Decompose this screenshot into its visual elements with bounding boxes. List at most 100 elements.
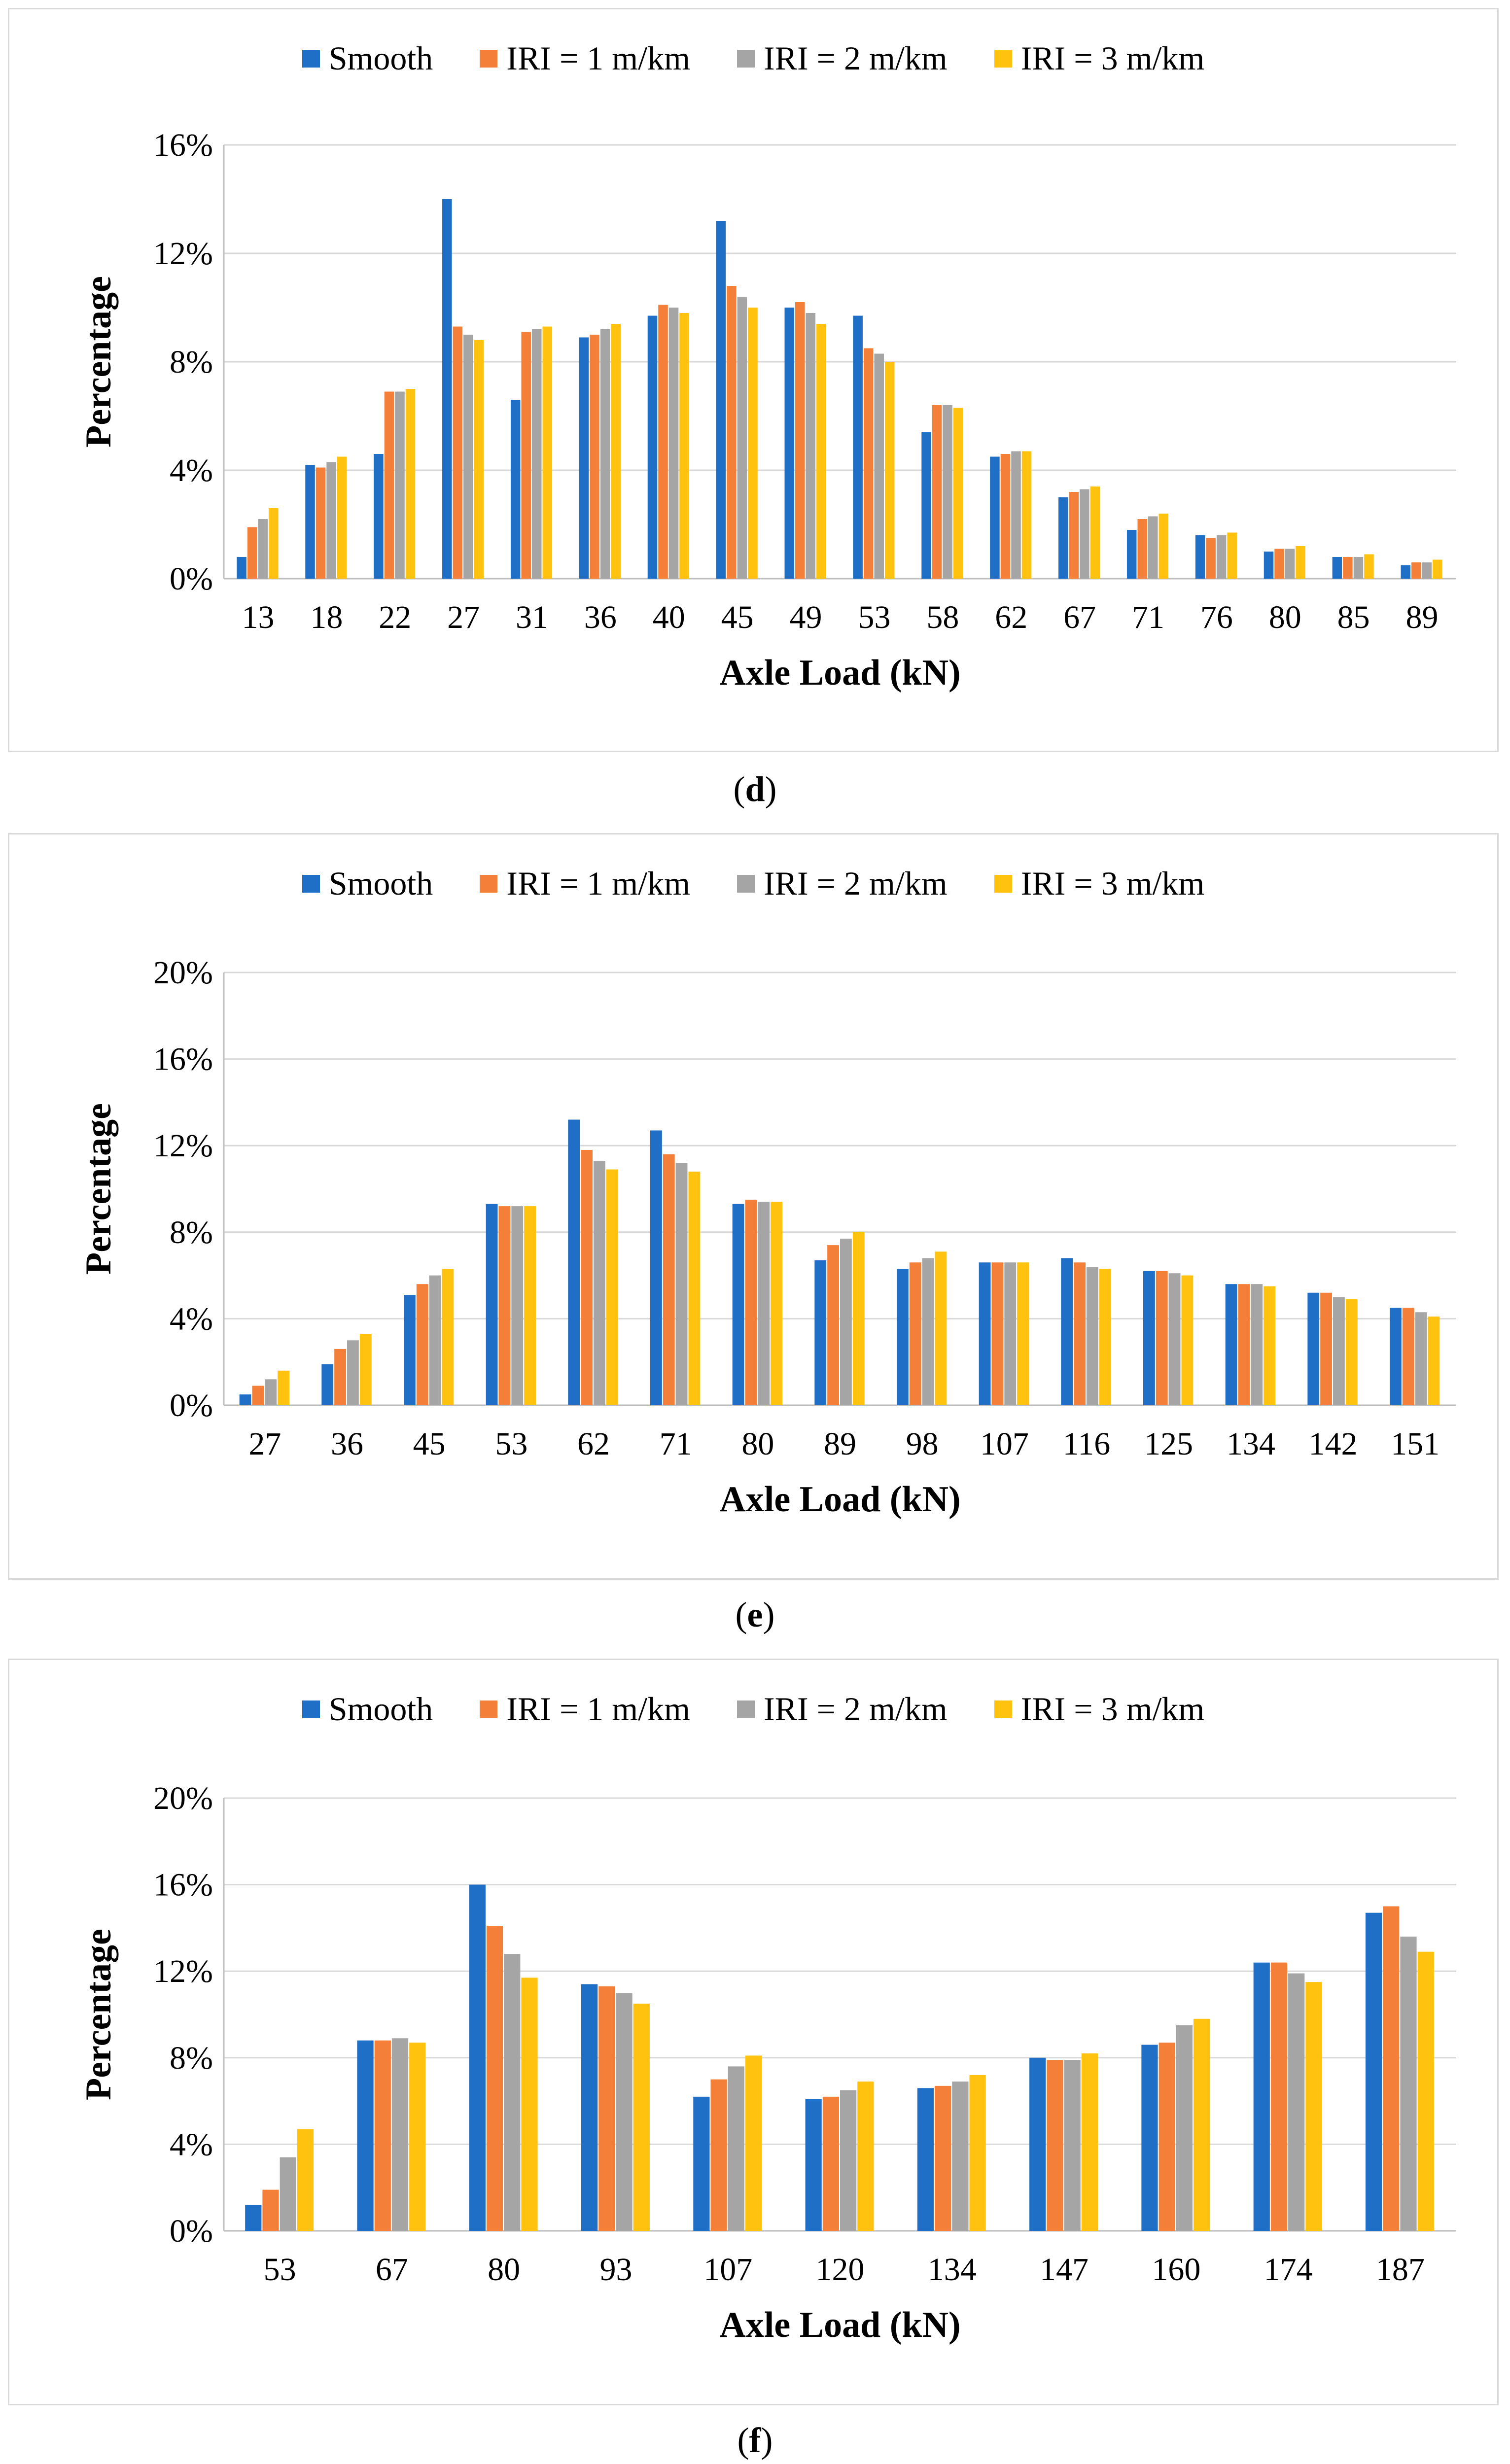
bar [278,1370,289,1405]
y-tick-label: 0% [170,561,213,597]
bar [935,1251,947,1405]
bar [745,2055,762,2231]
x-tick-label: 40 [653,599,685,635]
bar [1353,557,1364,579]
bar [391,2038,409,2231]
x-tick-label: 13 [242,599,274,635]
legend-label: IRI = 2 m/km [763,1690,948,1728]
x-tick-label: 18 [310,599,343,635]
y-tick-label: 12% [153,1128,213,1164]
bar [453,326,463,579]
bar [852,1232,865,1405]
bar [542,326,553,579]
y-tick-label: 12% [153,236,213,272]
x-tick-label: 80 [1269,599,1301,635]
bar [316,467,326,579]
y-axis-title: Percentage [78,276,119,448]
x-tick-label: 53 [264,2252,296,2288]
bar [404,1295,416,1405]
x-tick-label: 31 [516,599,548,635]
bar [1176,2025,1193,2231]
bar [247,527,257,579]
x-tick-label: 120 [816,2252,865,2288]
y-tick-label: 8% [170,1215,213,1250]
bar [1400,1936,1417,2231]
bar [606,1169,618,1405]
bar [771,1202,782,1405]
bar [633,2004,650,2231]
bar [416,1284,428,1405]
bar [822,2096,839,2231]
bar [1288,1973,1305,2231]
legend-item-iri2: IRI = 2 m/km [737,1690,948,1729]
bar [647,315,658,579]
bar [1080,489,1089,579]
bar [1296,546,1305,579]
bar [510,400,521,579]
bar [1365,1912,1382,2231]
x-axis-title: Axle Load (kN) [719,2305,960,2345]
legend-swatch-iri1 [480,1700,498,1718]
bar [727,286,737,579]
chart-panel-e: Smooth IRI = 1 m/km IRI = 2 m/km IRI = 3… [8,833,1499,1580]
legend-item-smooth: Smooth [302,864,433,903]
bar [1364,554,1374,579]
bar [922,1258,934,1405]
x-tick-label: 58 [926,599,959,635]
bar [745,1199,757,1405]
bar [1017,1262,1029,1405]
chart-panel-f: Smooth IRI = 1 m/km IRI = 2 m/km IRI = 3… [8,1659,1499,2405]
x-tick-label: 27 [447,599,480,635]
x-tick-label: 125 [1144,1426,1193,1462]
legend-label: Smooth [328,865,433,902]
bar [524,1206,536,1405]
bar [334,1349,346,1405]
bar [469,1884,486,2231]
x-tick-label: 142 [1309,1426,1358,1462]
bar [616,1993,632,2231]
bar [405,389,416,579]
bar [239,1394,251,1405]
legend-label: Smooth [328,1690,433,1728]
bar [498,1206,511,1405]
bar [943,405,952,579]
bar [1168,1273,1181,1405]
bar [921,432,931,579]
bar [1305,1982,1322,2231]
bar [395,391,405,579]
bar [347,1340,359,1405]
bar [979,1262,991,1405]
bar [1428,1317,1440,1405]
bar [1274,549,1284,579]
x-axis-title: Axle Load (kN) [719,1479,960,1520]
bar [590,335,599,579]
legend-item-iri1: IRI = 1 m/km [480,39,690,78]
bar [1270,1962,1288,2231]
bar [265,1379,277,1405]
x-tick-label: 67 [1063,599,1096,635]
bar [1333,1297,1345,1405]
bar [1194,2018,1210,2231]
y-tick-label: 12% [153,1953,213,1989]
bar [732,1204,744,1405]
legend-item-smooth: Smooth [302,39,433,78]
legend-swatch-smooth [302,874,320,893]
bar [1402,1308,1414,1405]
legend-item-smooth: Smooth [302,1690,433,1729]
x-tick-label: 107 [980,1426,1029,1462]
bar [863,348,874,579]
bar [668,308,679,579]
bar [1061,1258,1073,1405]
bar [511,1206,524,1405]
bar [991,1262,1004,1405]
bar [409,2043,426,2231]
legend-item-iri3: IRI = 3 m/km [994,39,1204,78]
bar [486,1926,503,2231]
bar [1264,1286,1275,1405]
legend-swatch-iri2 [737,49,755,68]
bar [1148,516,1158,579]
bar [1227,532,1237,579]
bar [1143,1271,1155,1405]
bar [969,2075,986,2231]
caption-e: (e) [735,1595,775,1634]
